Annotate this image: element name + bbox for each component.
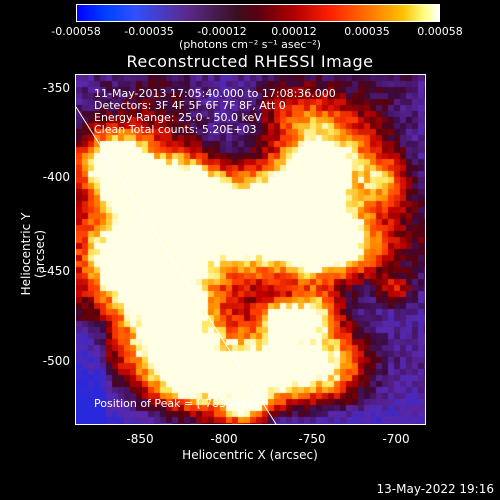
- clean-counts: Clean Total counts: 5.20E+03: [94, 123, 257, 136]
- x-tick-label: -800: [210, 432, 238, 446]
- x-tick-label: -750: [298, 432, 326, 446]
- colorbar-tick: 0.00035: [344, 25, 390, 38]
- render-timestamp: 13-May-2022 19:16: [376, 482, 494, 496]
- x-tick-label: -850: [126, 432, 154, 446]
- x-tick-label: -700: [382, 432, 410, 446]
- heatmap-canvas: [76, 75, 425, 424]
- y-tick-label: -350: [42, 81, 70, 95]
- rhessi-image: [75, 74, 426, 425]
- y-tick-label: -500: [42, 354, 70, 368]
- solar-limb-line: [76, 106, 277, 424]
- colorbar-tick: -0.00058: [51, 25, 101, 38]
- colorbar-tick: 0.00058: [417, 25, 463, 38]
- peak-position: Position of Peak = [-783,-418]: [94, 397, 259, 410]
- y-tick-label: -450: [42, 264, 70, 278]
- colorbar-tick: -0.00012: [197, 25, 247, 38]
- x-axis-title: Heliocentric X (arcsec): [182, 448, 318, 462]
- energy-range: Energy Range: 25.0 - 50.0 keV: [94, 111, 262, 124]
- colorbar-tick: -0.00035: [124, 25, 174, 38]
- time-range: 11-May-2013 17:05:40.000 to 17:08:36.000: [94, 87, 336, 100]
- colorbar: [76, 4, 440, 22]
- image-title: Reconstructed RHESSI Image: [126, 52, 374, 71]
- detectors-info: Detectors: 3F 4F 5F 6F 7F 8F, Att 0: [94, 99, 286, 112]
- colorbar-units: (photons cm⁻² s⁻¹ asec⁻²): [179, 38, 321, 51]
- y-axis-title: Heliocentric Y (arcsec): [19, 212, 47, 296]
- colorbar-tick: 0.00012: [271, 25, 317, 38]
- y-tick-label: -400: [42, 170, 70, 184]
- limb-overlay: [76, 106, 277, 424]
